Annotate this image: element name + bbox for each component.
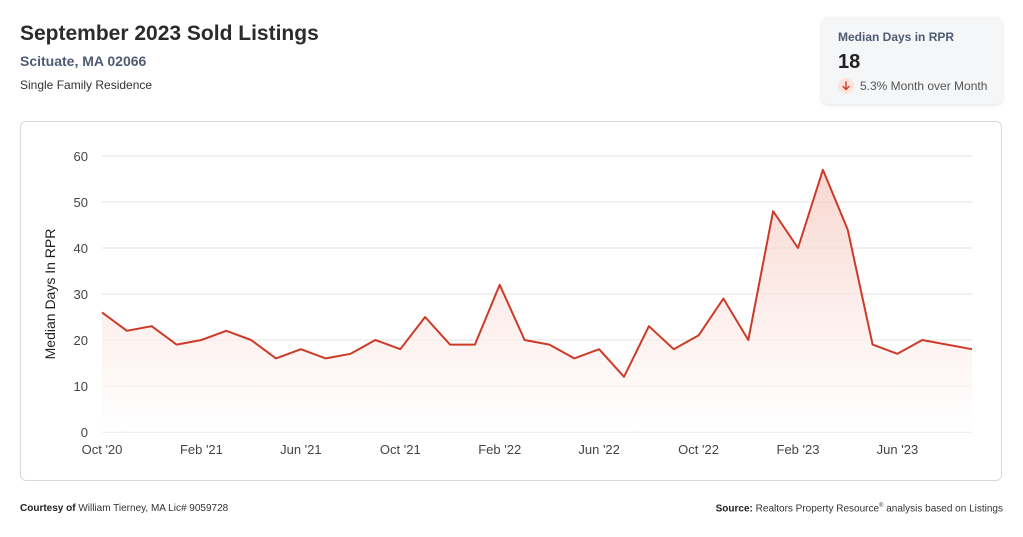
area-fill <box>102 169 972 433</box>
y-tick-label: 40 <box>74 241 88 256</box>
source-text-2: analysis based on Listings <box>883 503 1003 515</box>
courtesy-label: Courtesy of <box>20 503 76 514</box>
series-line <box>101 168 973 378</box>
y-tick-label: 20 <box>74 333 88 348</box>
x-tick-label: Feb '21 <box>180 442 223 457</box>
kpi-card: Median Days in RPR 18 5.3% Month over Mo… <box>822 18 1002 104</box>
source-text-1: Realtors Property Resource <box>755 503 880 515</box>
kpi-change-text: 5.3% Month over Month <box>860 79 988 93</box>
y-tick-label: 50 <box>74 195 88 210</box>
x-tick-label: Jun '22 <box>578 442 620 457</box>
location-subtitle: Scituate, MA 02066 <box>20 53 147 69</box>
kpi-value: 18 <box>838 51 861 73</box>
y-axis-label: Median Days In RPR <box>42 229 58 360</box>
x-tick-label: Jun '21 <box>280 442 322 457</box>
x-tick-label: Oct '22 <box>678 442 719 457</box>
report-title: September 2023 Sold Listings <box>20 22 319 45</box>
x-tick-label: Oct '20 <box>82 442 123 457</box>
x-tick-label: Feb '22 <box>478 442 521 457</box>
y-tick-label: 60 <box>74 149 88 164</box>
courtesy-text: William Tierney, MA Lic# 9059728 <box>78 503 229 514</box>
y-tick-label: 30 <box>74 287 88 302</box>
area-path <box>102 169 972 433</box>
kpi-change: 5.3% Month over Month <box>838 78 987 94</box>
x-tick-label: Oct '21 <box>380 442 421 457</box>
chart-container: 0 10 20 30 40 50 60 Oct '20 Feb '21 Jun '21 Oct '… <box>20 121 1002 481</box>
x-axis-ticks: Oct '20 Feb '21 Jun '21 Oct '21 Feb '22 Jun '… <box>82 442 919 457</box>
arrow-down-icon <box>838 78 854 94</box>
source-footer: Source: Realtors Property Resource® anal… <box>716 503 1003 514</box>
y-tick-label: 0 <box>81 425 88 440</box>
series-line-path <box>101 168 973 378</box>
y-axis-ticks: 0 10 20 30 40 50 60 <box>74 149 88 440</box>
kpi-label: Median Days in RPR <box>838 30 955 44</box>
x-tick-label: Jun '23 <box>877 442 919 457</box>
registered-mark: ® <box>879 503 884 509</box>
courtesy-footer: Courtesy of William Tierney, MA Lic# 905… <box>20 503 228 514</box>
x-tick-label: Feb '23 <box>777 442 820 457</box>
source-label: Source: <box>715 503 753 515</box>
y-tick-label: 10 <box>74 379 88 394</box>
property-type: Single Family Residence <box>20 78 153 92</box>
